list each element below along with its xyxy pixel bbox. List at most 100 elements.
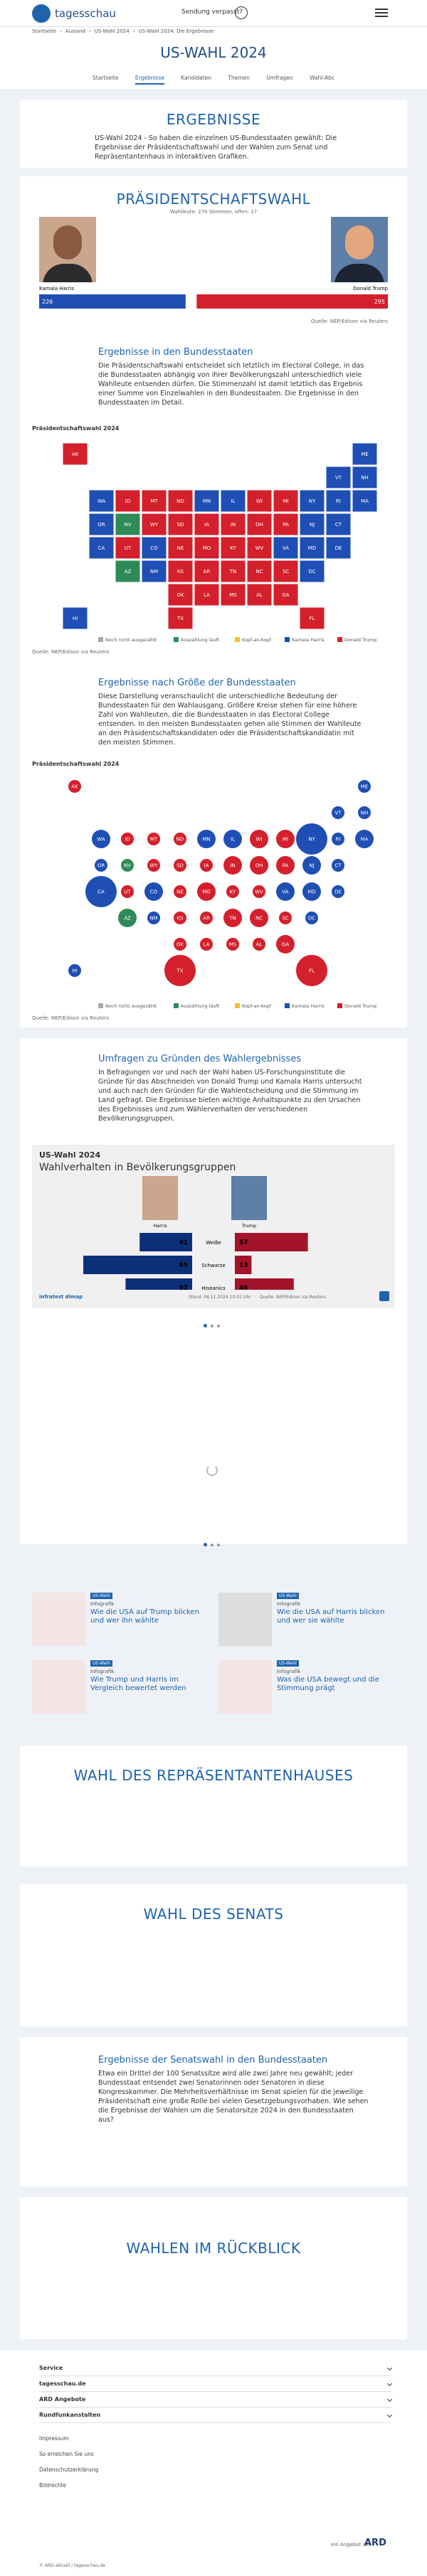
state-bubble[interactable]	[223, 856, 242, 875]
carousel-dots[interactable]	[204, 1536, 223, 1546]
play-icon[interactable]	[235, 6, 248, 19]
state-tile[interactable]	[194, 560, 220, 583]
state-bubble[interactable]	[118, 909, 137, 927]
state-tile[interactable]	[246, 536, 273, 560]
state-bubble[interactable]	[174, 833, 186, 845]
state-tile[interactable]	[115, 536, 141, 560]
state-tile[interactable]	[167, 606, 194, 630]
state-bubble[interactable]	[174, 938, 186, 951]
state-bubble[interactable]	[200, 859, 213, 872]
state-tile[interactable]	[88, 536, 115, 560]
ard-logo[interactable]: ARD	[364, 2538, 386, 2548]
state-bubble[interactable]	[223, 909, 242, 927]
footer-group[interactable]: Service	[39, 2361, 393, 2376]
breadcrumb-item[interactable]: Startseite	[32, 28, 57, 34]
state-bubble[interactable]	[332, 885, 344, 898]
state-tile[interactable]	[62, 442, 88, 466]
state-tile[interactable]	[167, 513, 194, 536]
state-tile[interactable]	[273, 489, 299, 513]
state-bubble[interactable]	[147, 912, 160, 924]
state-bubble[interactable]	[302, 856, 321, 875]
state-bubble[interactable]	[279, 912, 292, 924]
teaser[interactable]: US-Wahl Infografik Wie die USA auf Trump b…	[32, 1593, 210, 1653]
state-tile[interactable]	[325, 489, 352, 513]
state-tile[interactable]	[325, 513, 352, 536]
state-bubble[interactable]	[197, 882, 216, 901]
breadcrumb-item[interactable]: US-Wahl 2024	[94, 28, 130, 34]
state-bubble[interactable]	[302, 882, 321, 901]
state-bubble[interactable]	[358, 780, 371, 793]
teaser[interactable]: US-Wahl Infografik Was die USA bewegt und …	[218, 1660, 396, 1721]
state-bubble[interactable]	[253, 938, 265, 951]
footer-group[interactable]: Rundfunkanstalten	[39, 2407, 393, 2423]
state-tile[interactable]	[141, 489, 167, 513]
state-bubble[interactable]	[226, 938, 239, 951]
state-tile[interactable]	[246, 583, 273, 606]
state-bubble[interactable]	[164, 955, 196, 986]
logo-icon[interactable]	[32, 4, 51, 23]
state-bubble[interactable]	[253, 885, 265, 898]
state-tile[interactable]	[194, 489, 220, 513]
state-bubble[interactable]	[92, 830, 110, 848]
tab[interactable]: Themen	[228, 75, 251, 81]
tab[interactable]: Startseite	[93, 75, 119, 81]
state-bubble[interactable]	[174, 912, 186, 924]
state-tile[interactable]	[325, 466, 352, 489]
footer-group[interactable]: tagesschau.de	[39, 2376, 393, 2392]
state-bubble[interactable]	[296, 823, 327, 855]
breadcrumb-item[interactable]: Ausland	[65, 28, 85, 34]
state-bubble[interactable]	[250, 856, 268, 875]
state-tile[interactable]	[220, 583, 246, 606]
state-tile[interactable]	[194, 536, 220, 560]
state-tile[interactable]	[273, 513, 299, 536]
state-bubble[interactable]	[276, 856, 295, 875]
state-tile[interactable]	[167, 583, 194, 606]
breadcrumb-item[interactable]: US-Wahl 2024: Die Ergebnisse	[138, 28, 214, 34]
state-bubble[interactable]	[147, 833, 160, 845]
footer-link[interactable]: Bildrechte	[39, 2482, 67, 2489]
menu-icon[interactable]	[375, 9, 388, 17]
footer-link[interactable]: Datenschutzerklärung	[39, 2467, 99, 2473]
state-bubble[interactable]	[197, 830, 216, 848]
state-tile[interactable]	[325, 536, 352, 560]
state-bubble[interactable]	[332, 806, 344, 819]
state-bubble[interactable]	[223, 830, 242, 848]
state-bubble[interactable]	[121, 885, 134, 898]
state-bubble[interactable]	[250, 830, 268, 848]
footer-group[interactable]: ARD Angebote	[39, 2392, 393, 2407]
tab[interactable]: Ergebnisse	[135, 75, 164, 85]
state-bubble[interactable]	[200, 938, 213, 951]
state-bubble[interactable]	[200, 912, 213, 924]
teaser[interactable]: US-Wahl Infografik Wie Trump und Harris im…	[32, 1660, 210, 1721]
state-tile[interactable]	[88, 489, 115, 513]
state-tile[interactable]	[352, 442, 378, 466]
state-bubble[interactable]	[276, 882, 295, 901]
state-tile[interactable]	[141, 536, 167, 560]
state-tile[interactable]	[220, 560, 246, 583]
state-tile[interactable]	[141, 560, 167, 583]
state-bubble[interactable]	[68, 964, 81, 977]
state-tile[interactable]	[273, 560, 299, 583]
state-bubble[interactable]	[174, 885, 186, 898]
state-bubble[interactable]	[147, 859, 160, 872]
state-bubble[interactable]	[226, 885, 239, 898]
state-tile[interactable]	[246, 513, 273, 536]
state-tile[interactable]	[220, 513, 246, 536]
state-bubble[interactable]	[355, 830, 374, 848]
state-tile[interactable]	[167, 560, 194, 583]
state-tile[interactable]	[88, 513, 115, 536]
state-bubble[interactable]	[250, 909, 268, 927]
tab[interactable]: Wahl-Abc	[310, 75, 334, 81]
state-bubble[interactable]	[358, 806, 371, 819]
footer-link[interactable]: So erreichen Sie uns	[39, 2451, 94, 2457]
state-tile[interactable]	[299, 560, 325, 583]
state-bubble[interactable]	[121, 859, 134, 872]
state-bubble[interactable]	[332, 833, 344, 845]
state-tile[interactable]	[115, 489, 141, 513]
logo[interactable]: tagesschau	[55, 7, 116, 20]
state-bubble[interactable]	[305, 912, 318, 924]
state-tile[interactable]	[273, 583, 299, 606]
tab[interactable]: Kandidaten	[181, 75, 212, 81]
state-tile[interactable]	[62, 606, 88, 630]
state-bubble[interactable]	[296, 955, 327, 986]
